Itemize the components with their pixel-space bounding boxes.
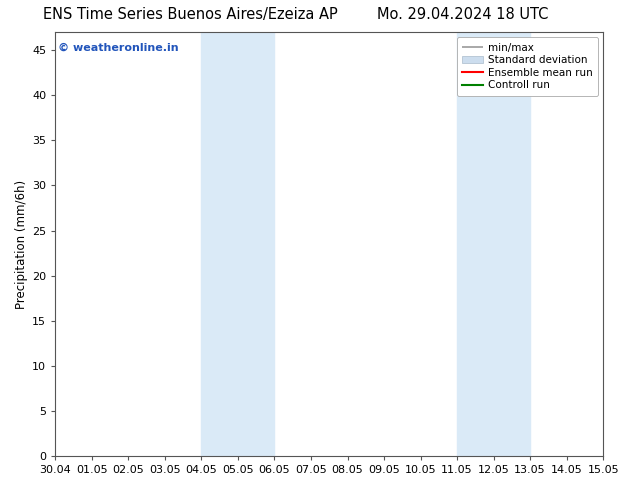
Legend: min/max, Standard deviation, Ensemble mean run, Controll run: min/max, Standard deviation, Ensemble me… (456, 37, 598, 96)
Text: © weatheronline.in: © weatheronline.in (58, 43, 179, 53)
Y-axis label: Precipitation (mm/6h): Precipitation (mm/6h) (15, 179, 28, 309)
Text: Mo. 29.04.2024 18 UTC: Mo. 29.04.2024 18 UTC (377, 7, 548, 23)
Text: ENS Time Series Buenos Aires/Ezeiza AP: ENS Time Series Buenos Aires/Ezeiza AP (43, 7, 337, 23)
Bar (202, 32, 275, 456)
Bar (457, 32, 530, 456)
